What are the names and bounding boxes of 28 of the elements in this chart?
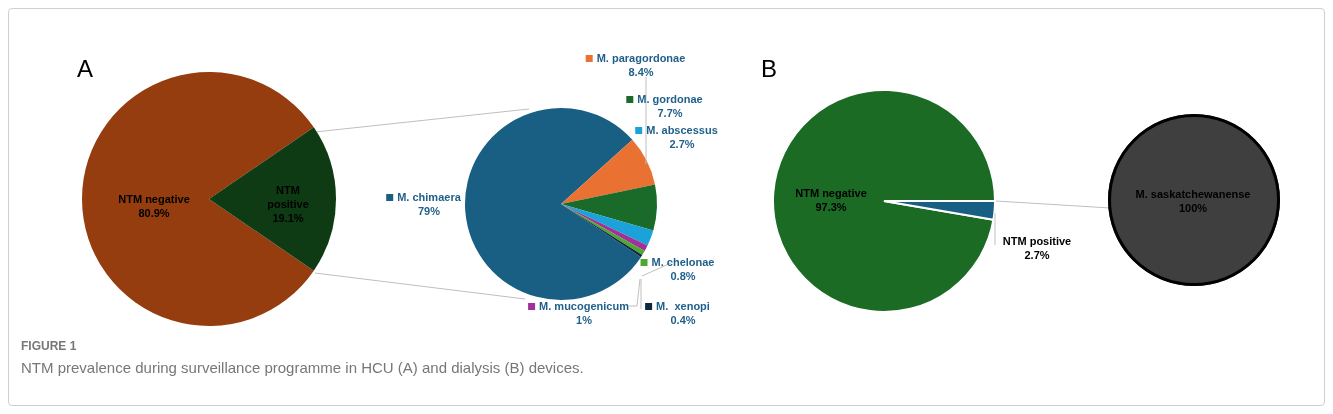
data-label: 1% (576, 313, 593, 326)
legend-label: M. paragordonae (596, 51, 686, 64)
chart-title: B (761, 55, 778, 83)
slice-label: NTM negative (118, 192, 190, 205)
data-label: 2.7% (669, 137, 695, 150)
data-label: 2.7% (1024, 248, 1050, 261)
data-label: 7.7% (657, 106, 683, 119)
slice-label: M. saskatchewanense (1135, 187, 1251, 200)
data-label: 19.1% (272, 211, 304, 224)
legend-label: M. chelonae (651, 255, 715, 268)
legend-label: M. xenopi (656, 299, 710, 312)
legend-label: M. mucogenicum (539, 299, 630, 312)
data-label: 97.3% (815, 200, 847, 213)
legend-label: M. chimaera (397, 190, 462, 203)
slice-label: NTM negative (795, 186, 867, 199)
text: NTM prevalence during surveillance programme in HCU (A) and dialysis (B) devices. (21, 359, 584, 376)
legend-label: M. abscessus (646, 123, 718, 136)
slice-label: NTM positive (1002, 234, 1072, 247)
legend-label: M. gordonae (637, 92, 703, 105)
chart-title: A (77, 55, 94, 83)
data-label: 80.9% (138, 206, 170, 219)
data-label: 79% (417, 204, 441, 217)
data-label: 0.4% (670, 313, 696, 326)
data-label: 0.8% (670, 269, 696, 282)
data-label: 8.4% (628, 65, 654, 78)
caption: FIGURE 1 (21, 339, 78, 353)
slice-label: NTM positive (267, 183, 309, 210)
data-label: 100% (1178, 201, 1208, 214)
